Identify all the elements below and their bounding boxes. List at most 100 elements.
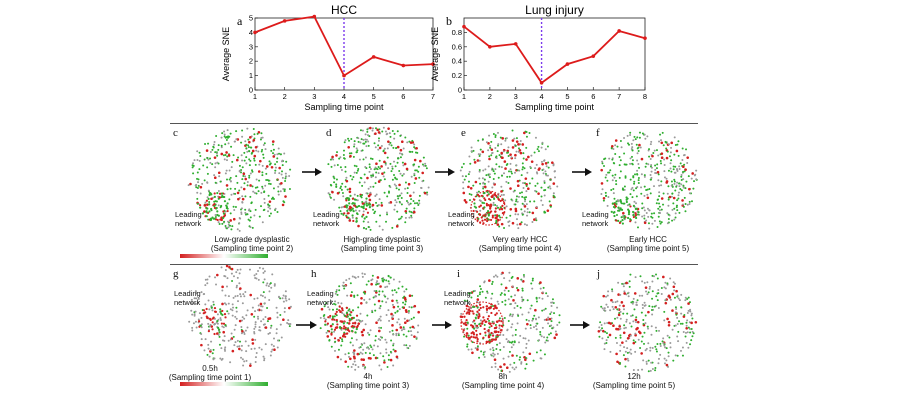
- panel-letter-c: c: [173, 127, 178, 139]
- panel-letter-e: e: [461, 127, 466, 139]
- caption-d-line2: (Sampling time point 3): [340, 244, 424, 253]
- data-point: [591, 54, 596, 58]
- data-point: [401, 63, 406, 68]
- data-point: [617, 29, 621, 33]
- x-tick-label: 3: [312, 92, 316, 101]
- caption-e-line2: (Sampling time point 4): [478, 244, 562, 253]
- data-point: [488, 45, 492, 49]
- x-tick-label: 1: [253, 92, 257, 101]
- arrow-e-f-head: [585, 168, 592, 176]
- y-tick-label: 0.6: [452, 42, 462, 51]
- x-tick-label: 1: [462, 92, 466, 101]
- data-point: [539, 81, 544, 85]
- separator-middle: [170, 264, 698, 265]
- network-graph: [327, 126, 430, 231]
- y-tick-label: 0.2: [452, 71, 462, 80]
- y-tick-label: 3: [249, 42, 253, 51]
- x-tick-label: 6: [401, 92, 405, 101]
- y-tick-label: 5: [249, 14, 253, 23]
- data-point: [312, 14, 317, 19]
- data-point: [643, 36, 647, 40]
- data-point: [371, 55, 376, 59]
- arrow-c-d-head: [315, 168, 322, 176]
- y-tick-label: 4: [249, 28, 253, 37]
- panel-letter-h: h: [311, 268, 317, 280]
- y-tick-label: 0: [249, 86, 253, 95]
- caption-h-line2: (Sampling time point 3): [326, 381, 410, 390]
- data-point: [253, 30, 257, 35]
- caption-h: 4h (Sampling time point 3): [308, 372, 428, 390]
- x-tick-label: 4: [342, 92, 346, 101]
- caption-f-line1: Early HCC: [629, 235, 667, 244]
- data-point: [462, 24, 466, 29]
- leading-network-label-e: Leading network: [448, 210, 475, 228]
- y-tick-label: 1: [249, 71, 253, 80]
- y-tick-label: 0: [458, 86, 462, 95]
- chart-title: Lung injury: [525, 3, 584, 17]
- arrow-h-i-head: [445, 321, 452, 329]
- caption-g-line1: 0.5h: [202, 364, 218, 373]
- network-graph: [459, 271, 561, 373]
- x-tick-label: 8: [643, 92, 647, 101]
- caption-j-line2: (Sampling time point 5): [592, 381, 676, 390]
- x-tick-label: 4: [539, 92, 543, 101]
- caption-g: 0.5h (Sampling time point 1): [150, 364, 270, 382]
- caption-d: High-grade dysplastic (Sampling time poi…: [322, 235, 442, 253]
- chart-lung-injury: b Lung injury 0 0.2 0.4 0.6 0.8 1 2 3 4 5 6 7 8 Samplin…: [430, 3, 647, 112]
- caption-i-line1: 8h: [498, 372, 508, 381]
- leading-network-label-f: Leading network: [582, 210, 609, 228]
- caption-e: Very early HCC (Sampling time point 4): [460, 235, 580, 253]
- y-axis-label: Average SNE: [430, 27, 440, 81]
- y-tick-label: 0.4: [452, 57, 462, 66]
- caption-c-line2: (Sampling time point 2): [210, 244, 294, 253]
- x-tick-label: 2: [283, 92, 287, 101]
- network-graph: [459, 129, 559, 230]
- leading-network-label-c: Leading network: [175, 210, 202, 228]
- network-graph: [319, 272, 420, 371]
- x-tick-label: 6: [591, 92, 595, 101]
- caption-j: 12h (Sampling time point 5): [574, 372, 694, 390]
- y-axis-label: Average SNE: [221, 27, 231, 81]
- leading-network-label-h: Leading network: [307, 289, 334, 307]
- color-scale-bar: [180, 254, 268, 258]
- data-point: [431, 62, 435, 66]
- panel-letter-f: f: [596, 127, 600, 139]
- leading-network-label-i: Leading network: [444, 289, 471, 307]
- x-tick-label: 3: [514, 92, 518, 101]
- caption-j-line1: 12h: [627, 372, 641, 381]
- x-tick-label: 7: [617, 92, 621, 101]
- data-point: [565, 62, 570, 66]
- arrow-d-e-head: [448, 168, 455, 176]
- leading-network-label-d: Leading network: [313, 210, 340, 228]
- plot-frame: [463, 17, 646, 91]
- caption-h-line1: 4h: [363, 372, 373, 381]
- panel-letter-g: g: [173, 268, 179, 280]
- caption-i-line2: (Sampling time point 4): [461, 381, 545, 390]
- caption-d-line1: High-grade dysplastic: [343, 235, 421, 244]
- data-point: [282, 19, 287, 23]
- network-row-2: [180, 265, 698, 386]
- caption-f-line2: (Sampling time point 5): [606, 244, 690, 253]
- y-tick-label: 2: [249, 57, 253, 66]
- separator-top: [170, 123, 698, 124]
- chart-title: HCC: [331, 3, 357, 17]
- network-graph: [188, 265, 292, 367]
- data-point: [342, 73, 346, 78]
- x-axis-label: Sampling time point: [304, 102, 384, 112]
- x-tick-label: 5: [372, 92, 376, 101]
- panel-letter-b: b: [446, 14, 452, 28]
- arrow-g-h-head: [310, 321, 317, 329]
- panel-letter-i: i: [457, 268, 461, 280]
- series-line: [463, 25, 646, 85]
- caption-i: 8h (Sampling time point 4): [443, 372, 563, 390]
- x-tick-label: 5: [565, 92, 569, 101]
- x-axis-label: Sampling time point: [515, 102, 595, 112]
- caption-c: Low-grade dysplastic (Sampling time poin…: [192, 235, 312, 253]
- caption-c-line1: Low-grade dysplastic: [214, 235, 290, 244]
- panel-letter-j: j: [597, 268, 601, 280]
- color-scale-bar: [180, 382, 268, 386]
- network-graph: [600, 131, 698, 230]
- x-tick-label: 7: [431, 92, 435, 101]
- network-graph: [187, 127, 292, 232]
